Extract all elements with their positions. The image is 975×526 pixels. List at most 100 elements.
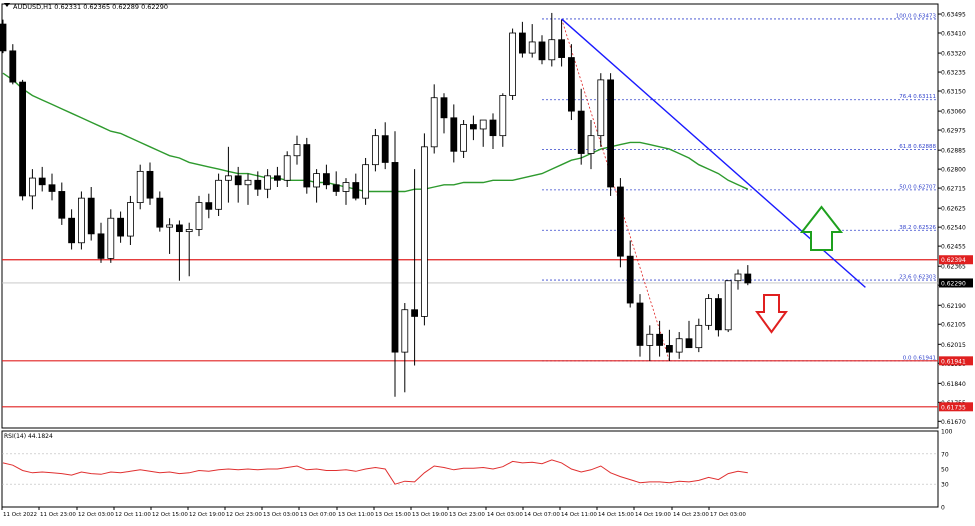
time-axis-label: 12 Oct 15:00 xyxy=(152,512,188,518)
candle-body xyxy=(254,179,262,190)
candle-body xyxy=(117,217,124,237)
price-axis-label: 0.63410 xyxy=(941,31,966,38)
fib-level-label: 23.6 0.62303 xyxy=(899,275,936,281)
candle-body xyxy=(136,170,144,204)
candle-body xyxy=(675,338,683,353)
time-axis-label: 14 Oct 15:00 xyxy=(598,512,634,518)
price-axis-label: 0.62455 xyxy=(941,244,966,251)
candle-body xyxy=(146,170,154,199)
rsi-header: RSI(14) 44.1824 xyxy=(4,433,53,440)
candle-body xyxy=(391,162,399,353)
candle-body xyxy=(332,184,340,192)
rsi-axis-label: 0 xyxy=(941,505,945,512)
rsi-axis-label: 70 xyxy=(941,451,949,458)
price-axis-label: 0.62715 xyxy=(941,186,966,193)
arrow-up-icon xyxy=(799,205,844,251)
candle-body xyxy=(224,175,232,181)
candle-body xyxy=(656,333,663,346)
candle-body xyxy=(362,164,370,199)
main-plot-frame xyxy=(1,3,939,429)
price-axis-label: 0.62885 xyxy=(941,148,966,155)
price-level-badge xyxy=(939,255,973,265)
rsi-line xyxy=(2,459,748,485)
price-level-badge-label: 0.61735 xyxy=(941,404,966,411)
price-axis-label: 0.63235 xyxy=(941,70,966,77)
fib-level-label: 100.0 0.63473 xyxy=(896,13,937,19)
candle-body xyxy=(715,298,722,331)
candle-body xyxy=(166,224,174,228)
rsi-axis-label: 30 xyxy=(941,482,949,489)
candle-body xyxy=(685,338,693,349)
current-price-badge xyxy=(939,278,973,288)
time-axis-label: 12 Oct 19:00 xyxy=(189,512,225,518)
candle-body xyxy=(19,81,27,197)
time-axis-label: 13 Oct 07:00 xyxy=(300,512,336,518)
candle-body xyxy=(577,110,585,154)
candle-body xyxy=(607,79,614,188)
fib-level-label: 61.8 0.62888 xyxy=(899,144,936,150)
rsi-axis-label: 50 xyxy=(941,467,949,474)
candle-body xyxy=(87,197,95,235)
candle-body xyxy=(175,224,183,233)
price-axis-label: 0.63150 xyxy=(941,89,966,96)
candle-body xyxy=(9,50,17,83)
candle-body xyxy=(97,233,105,259)
candle-body xyxy=(460,124,468,152)
candle-body xyxy=(568,57,575,112)
price-axis-label: 0.62625 xyxy=(941,206,966,213)
candle-body xyxy=(420,146,428,317)
time-axis-label: 13 Oct 15:00 xyxy=(375,512,411,518)
candle-body xyxy=(440,97,448,119)
rsi-plot-frame xyxy=(1,430,939,508)
candle-body xyxy=(68,217,75,244)
time-axis-label: 14 Oct 07:00 xyxy=(524,512,560,518)
price-axis-label: 0.62800 xyxy=(941,167,966,174)
price-axis-label: 0.62190 xyxy=(941,303,966,310)
candle-body xyxy=(107,217,115,259)
candle-body xyxy=(303,144,311,188)
candle-body xyxy=(450,117,458,152)
candle-body xyxy=(636,302,644,346)
time-axis-label: 12 Oct 11:00 xyxy=(115,512,151,518)
fib-level-label: 0.0 0.61941 xyxy=(903,355,936,361)
price-axis-label: 0.62105 xyxy=(941,322,966,329)
candle-body xyxy=(489,119,497,137)
candle-body xyxy=(626,255,634,304)
candle-body xyxy=(78,197,85,244)
fib-level-label: 50.0 0.62707 xyxy=(899,184,936,190)
price-axis-label: 0.63060 xyxy=(941,109,966,116)
time-axis-label: 17 Oct 03:00 xyxy=(710,512,746,518)
candle-body xyxy=(283,155,291,181)
candle-body xyxy=(371,135,379,166)
candle-body xyxy=(215,179,223,210)
candle-body xyxy=(185,228,193,233)
price-axis-label: 0.61670 xyxy=(941,419,966,426)
price-axis-label: 0.61840 xyxy=(941,381,966,388)
time-axis-label: 12 Oct 03:00 xyxy=(78,512,114,518)
candle-body xyxy=(381,135,389,163)
candle-body xyxy=(705,298,712,326)
candle-body xyxy=(695,324,703,349)
candle-body xyxy=(264,175,272,190)
candle-body xyxy=(519,32,526,54)
candle-body xyxy=(234,175,242,186)
time-axis-label: 12 Oct 23:00 xyxy=(226,512,262,518)
candle-body xyxy=(469,124,477,130)
candle-body xyxy=(156,197,164,228)
fib-level-label: 76.4 0.63111 xyxy=(899,94,936,100)
candle-body xyxy=(528,41,536,54)
candle-body xyxy=(401,309,409,353)
candle-body xyxy=(734,273,742,282)
moving-average-line xyxy=(2,72,749,193)
price-level-badge xyxy=(939,356,973,366)
candle-body xyxy=(38,177,46,186)
price-level-badge-label: 0.62394 xyxy=(941,257,966,264)
candle-body xyxy=(273,175,281,181)
candle-body xyxy=(617,186,624,257)
candle-body xyxy=(509,32,517,96)
dropdown-triangle-icon xyxy=(4,3,10,7)
candle-body xyxy=(58,191,66,219)
rsi-axis-label: 100 xyxy=(941,429,953,436)
candle-body xyxy=(646,333,654,346)
